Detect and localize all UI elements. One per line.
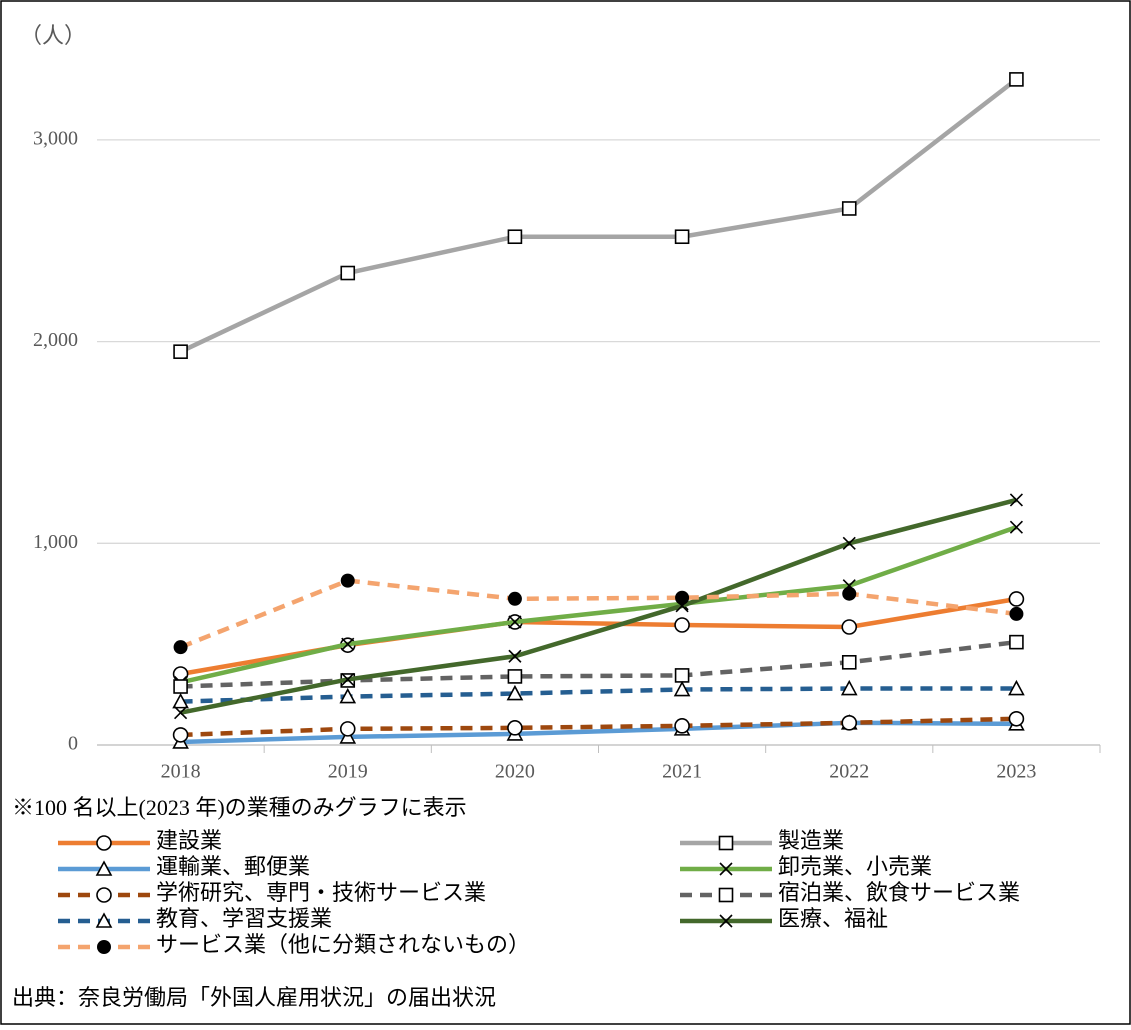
data-point [1009, 72, 1024, 87]
series-line [180, 639, 1017, 689]
data-point [508, 615, 522, 629]
data-point [506, 684, 524, 701]
data-point [339, 687, 357, 704]
series-line [180, 497, 1017, 715]
legend-marker [95, 912, 113, 928]
legend-label: 学術研究、専門・技術サービス業 [156, 880, 486, 905]
legend-label: 宿泊業、飲食サービス業 [778, 880, 1020, 905]
data-point [173, 640, 188, 655]
legend-marker [718, 887, 734, 903]
data-point [841, 201, 857, 216]
legend-marker [96, 887, 112, 903]
legend-label: 運輸業、郵便業 [156, 854, 310, 879]
data-point [841, 619, 858, 635]
data-point [507, 591, 522, 606]
data-point [674, 229, 690, 245]
data-point [172, 727, 189, 743]
x-tick-label: 2019 [328, 761, 368, 783]
data-point [842, 586, 857, 601]
x-tick-label: 2023 [996, 761, 1036, 783]
legend-marker [718, 835, 734, 851]
data-point [340, 265, 356, 281]
data-point [1008, 679, 1025, 696]
data-point [1009, 634, 1024, 650]
data-point [673, 680, 691, 697]
data-point [341, 637, 355, 651]
legend-marker [96, 835, 112, 851]
series-line [180, 596, 1017, 677]
legend-label: 建設業 [156, 828, 222, 853]
series-line [180, 720, 1017, 745]
y-tick-label: 0 [68, 733, 78, 755]
data-point [841, 715, 858, 731]
legend-marker [95, 860, 113, 876]
data-point [174, 706, 188, 720]
data-point [1008, 710, 1025, 727]
data-point [841, 655, 857, 670]
data-point [1008, 591, 1025, 607]
x-tick-label: 2020 [495, 761, 535, 783]
x-tick-label: 2018 [161, 761, 201, 783]
data-point [172, 666, 189, 682]
legend-label: 製造業 [778, 828, 844, 853]
data-point [173, 679, 188, 694]
y-tick-label: 3,000 [33, 127, 78, 149]
series-line [179, 77, 1018, 354]
x-tick-label: 2022 [829, 761, 869, 783]
y-axis-label: （人） [20, 23, 86, 48]
source: 出典：奈良労働局「外国人雇用状況」の届出状況 [12, 985, 496, 1010]
data-point [840, 679, 858, 696]
data-point [674, 718, 690, 734]
data-point [1009, 606, 1024, 621]
legend-marker [97, 940, 111, 954]
data-point [674, 617, 690, 633]
data-point [339, 721, 356, 737]
data-point [507, 720, 523, 736]
data-point [507, 229, 523, 245]
data-point [173, 344, 188, 359]
note: ※100 名以上(2023 年)の業種のみグラフに表示 [12, 795, 467, 820]
data-point [172, 692, 189, 709]
x-tick-label: 2021 [662, 761, 702, 783]
series-line [180, 686, 1017, 704]
data-point [507, 669, 523, 684]
y-tick-label: 2,000 [33, 329, 78, 351]
data-point [341, 672, 355, 687]
legend-label: 卸売業、小売業 [778, 854, 932, 879]
data-point [340, 573, 355, 588]
data-point [675, 590, 690, 605]
data-point [1009, 520, 1023, 534]
data-point [508, 649, 522, 663]
legend-marker [719, 862, 733, 876]
series-line [179, 578, 1017, 650]
y-tick-label: 1,000 [33, 531, 78, 553]
legend-label: サービス業（他に分類されないもの） [156, 932, 530, 957]
data-point [842, 536, 856, 550]
legend-label: 教育、学習支援業 [156, 906, 332, 931]
data-point [1009, 493, 1023, 507]
data-point [674, 668, 690, 683]
legend-label: 医療、福祉 [778, 906, 888, 931]
series-line [180, 525, 1018, 685]
legend-marker [719, 914, 733, 928]
